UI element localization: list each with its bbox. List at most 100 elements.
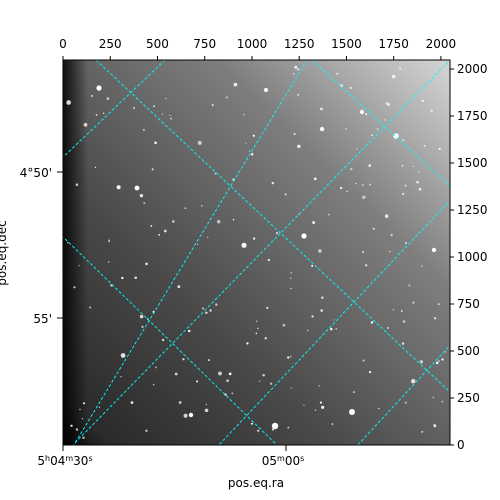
star bbox=[70, 424, 73, 427]
star bbox=[174, 372, 178, 376]
star bbox=[107, 261, 110, 263]
star bbox=[336, 72, 339, 75]
top-tick-label: 750 bbox=[193, 37, 216, 51]
star bbox=[98, 406, 101, 408]
wcs-grid-line bbox=[218, 199, 450, 445]
star bbox=[400, 310, 403, 312]
star bbox=[303, 404, 305, 407]
star bbox=[246, 342, 249, 345]
star bbox=[218, 371, 222, 376]
star bbox=[355, 182, 357, 185]
right-tick-label: 500 bbox=[457, 344, 480, 358]
star bbox=[321, 296, 324, 299]
star bbox=[320, 107, 323, 111]
star bbox=[328, 213, 330, 216]
star bbox=[231, 392, 234, 395]
star bbox=[94, 166, 97, 169]
star bbox=[154, 141, 157, 145]
star bbox=[287, 356, 290, 359]
y-axis-label: pos.eq.dec bbox=[0, 220, 9, 285]
star bbox=[294, 65, 298, 69]
star bbox=[155, 366, 157, 369]
star bbox=[177, 285, 181, 289]
star bbox=[402, 139, 405, 141]
star bbox=[441, 400, 444, 403]
star bbox=[83, 122, 88, 127]
star bbox=[182, 358, 185, 361]
star bbox=[163, 229, 167, 233]
star bbox=[243, 113, 246, 116]
star bbox=[282, 323, 286, 327]
star bbox=[269, 382, 273, 385]
star bbox=[306, 329, 309, 332]
star bbox=[165, 97, 167, 100]
dec-tick-label: 4°50' bbox=[20, 166, 52, 180]
star bbox=[257, 429, 260, 433]
star bbox=[139, 314, 144, 319]
star bbox=[252, 237, 256, 240]
star bbox=[346, 190, 348, 193]
ra-axis: 5h04m30s 05m00s pos.eq.ra bbox=[37, 445, 304, 490]
star bbox=[82, 436, 85, 439]
star bbox=[433, 317, 437, 320]
star bbox=[183, 413, 188, 418]
star bbox=[78, 264, 80, 267]
right-pixel-axis: 0 250 500 750 1000 1250 1500 1750 2000 bbox=[450, 62, 488, 452]
star bbox=[296, 68, 300, 71]
star bbox=[384, 119, 386, 121]
star bbox=[362, 195, 366, 199]
star bbox=[271, 181, 275, 185]
right-tick-label: 1000 bbox=[457, 250, 488, 264]
star bbox=[73, 286, 76, 289]
star bbox=[207, 359, 211, 362]
star bbox=[412, 301, 415, 304]
star bbox=[297, 94, 300, 96]
star bbox=[145, 429, 148, 432]
star bbox=[245, 142, 247, 144]
star bbox=[184, 207, 187, 210]
star bbox=[133, 107, 136, 109]
star bbox=[178, 401, 182, 404]
star bbox=[350, 168, 353, 171]
star bbox=[418, 187, 422, 191]
star bbox=[318, 249, 322, 253]
star bbox=[153, 105, 155, 108]
star bbox=[75, 183, 79, 186]
star bbox=[372, 227, 375, 230]
star bbox=[290, 277, 292, 279]
star bbox=[362, 184, 364, 186]
star bbox=[438, 360, 440, 362]
star bbox=[368, 164, 372, 167]
star bbox=[216, 219, 221, 224]
ra-tick-label: 05m00s bbox=[262, 454, 305, 468]
star bbox=[151, 168, 154, 171]
star bbox=[419, 360, 424, 364]
right-tick-label: 1250 bbox=[457, 203, 488, 217]
star bbox=[207, 236, 209, 239]
star bbox=[75, 428, 79, 431]
star bbox=[255, 320, 258, 323]
star bbox=[361, 250, 365, 254]
star bbox=[197, 243, 199, 245]
bright-star bbox=[264, 88, 268, 92]
wcs-grid bbox=[63, 60, 450, 445]
star bbox=[204, 408, 209, 413]
star bbox=[333, 319, 335, 321]
star bbox=[81, 418, 84, 420]
top-tick-label: 1250 bbox=[284, 37, 315, 51]
star bbox=[421, 99, 424, 102]
star bbox=[356, 148, 358, 150]
star bbox=[423, 144, 426, 147]
star bbox=[319, 401, 322, 404]
wcs-grid-line bbox=[357, 344, 450, 445]
star bbox=[386, 326, 389, 330]
bright-star bbox=[301, 233, 307, 239]
star bbox=[340, 84, 343, 87]
star bbox=[141, 325, 144, 328]
ra-tick-label: 5h04m30s bbox=[37, 454, 92, 468]
wcs-grid-line bbox=[95, 60, 450, 393]
wcs-grid-line bbox=[63, 236, 278, 445]
star bbox=[399, 67, 402, 70]
sky-image-left-shadow bbox=[63, 60, 88, 445]
star bbox=[368, 370, 372, 374]
